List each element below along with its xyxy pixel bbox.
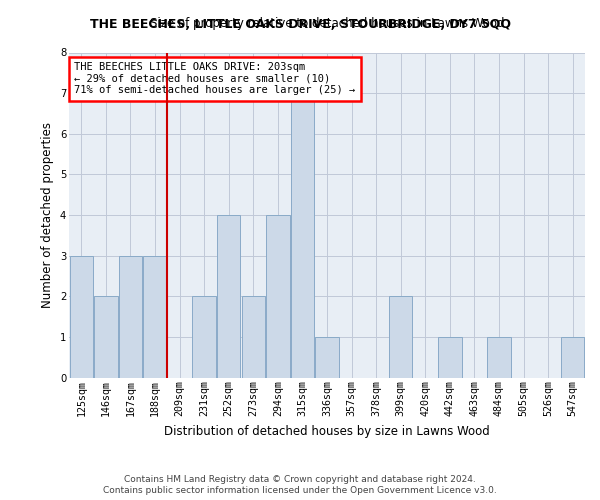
Bar bbox=[487, 337, 511, 378]
Bar bbox=[561, 337, 584, 378]
Text: Contains public sector information licensed under the Open Government Licence v3: Contains public sector information licen… bbox=[103, 486, 497, 495]
Bar bbox=[242, 296, 265, 378]
Bar bbox=[291, 93, 314, 378]
Bar bbox=[193, 296, 216, 378]
Bar bbox=[94, 296, 118, 378]
Text: THE BEECHES LITTLE OAKS DRIVE: 203sqm
← 29% of detached houses are smaller (10)
: THE BEECHES LITTLE OAKS DRIVE: 203sqm ← … bbox=[74, 62, 355, 96]
Text: THE BEECHES, LITTLE OAKS DRIVE, STOURBRIDGE, DY7 5QQ: THE BEECHES, LITTLE OAKS DRIVE, STOURBRI… bbox=[89, 18, 511, 30]
Bar bbox=[266, 215, 290, 378]
Title: Size of property relative to detached houses in Lawns Wood: Size of property relative to detached ho… bbox=[150, 18, 504, 30]
Bar bbox=[316, 337, 338, 378]
Bar bbox=[438, 337, 461, 378]
Y-axis label: Number of detached properties: Number of detached properties bbox=[41, 122, 54, 308]
Bar bbox=[389, 296, 412, 378]
X-axis label: Distribution of detached houses by size in Lawns Wood: Distribution of detached houses by size … bbox=[164, 424, 490, 438]
Bar bbox=[143, 256, 167, 378]
Bar bbox=[119, 256, 142, 378]
Bar bbox=[217, 215, 241, 378]
Text: Contains HM Land Registry data © Crown copyright and database right 2024.: Contains HM Land Registry data © Crown c… bbox=[124, 475, 476, 484]
Bar bbox=[70, 256, 93, 378]
